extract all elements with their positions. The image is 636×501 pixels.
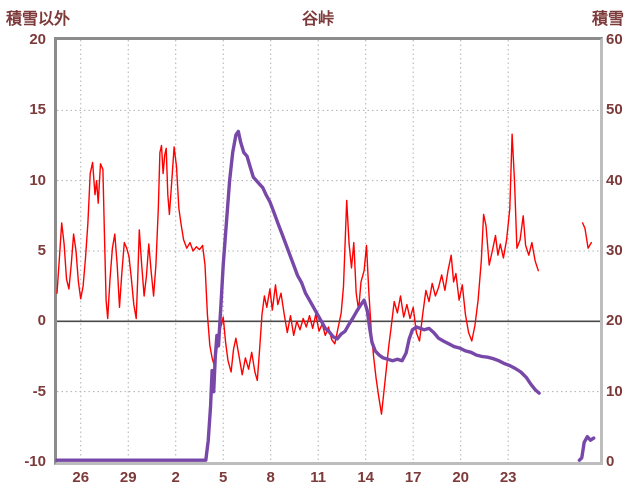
y-axis-left-tick-label: -5 (32, 382, 46, 400)
y-axis-right-tick-label: 0 (606, 453, 615, 470)
y-axis-right-tick-label: 30 (606, 242, 623, 259)
series-line-積雪 (55, 129, 541, 462)
chart-title: 谷峠 (301, 11, 334, 28)
y-axis-left-tick-label: 0 (37, 312, 46, 330)
y-axis-left-tick-label: 15 (29, 101, 46, 119)
x-axis-tick-label: 8 (266, 469, 275, 486)
x-axis-tick-label: 20 (452, 469, 470, 486)
y-axis-right-tick-label: 50 (606, 101, 623, 119)
y-axis-right-tick-label: 20 (606, 312, 623, 330)
x-axis-tick-label: 23 (499, 469, 517, 486)
series-line-積雪 (577, 435, 596, 462)
plot-area (54, 37, 603, 465)
left-axis-title: 積雪以外 (6, 11, 71, 28)
x-axis-tick-label: 29 (119, 469, 137, 486)
y-axis-left-tick-label: 5 (37, 242, 46, 259)
x-axis-tick-label: 5 (219, 469, 228, 486)
x-axis-tick-label: 17 (404, 469, 422, 486)
x-axis-tick-label: 11 (310, 469, 327, 486)
series-line-積雪以外 (56, 133, 539, 415)
y-axis-left-tick-label: -10 (24, 453, 46, 470)
series-line-積雪以外 (581, 222, 592, 249)
y-axis-right-tick-label: 40 (606, 171, 623, 189)
x-axis-tick-label: 26 (72, 469, 90, 486)
y-axis-right-tick-label: 10 (606, 382, 623, 400)
right-axis-title: 積雪 (591, 11, 624, 28)
x-axis-tick-label: 14 (357, 469, 375, 486)
y-axis-left-tick-label: 20 (29, 31, 46, 48)
plot-svg (55, 40, 600, 462)
x-axis-tick-label: 2 (171, 469, 180, 486)
y-axis-left-tick-label: 10 (29, 171, 46, 189)
y-axis-right-tick-label: 60 (606, 31, 623, 48)
